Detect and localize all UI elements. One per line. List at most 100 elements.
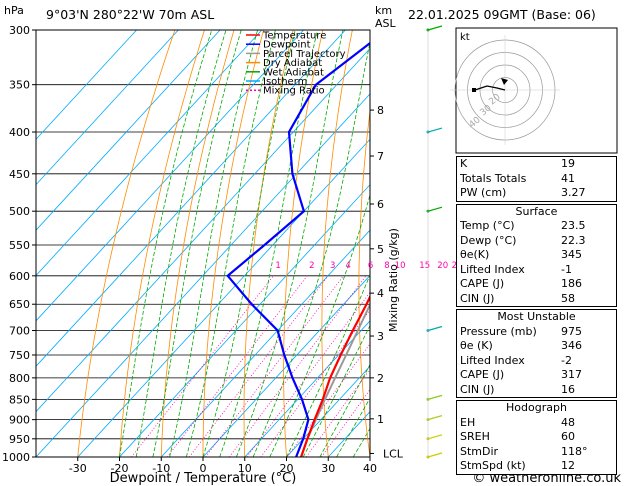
temperature-tick-label: 40 <box>363 462 377 475</box>
mu-row: Lifted Index -2 <box>457 354 616 369</box>
wet-adiabat-line <box>286 273 370 457</box>
index-value: -1 <box>561 262 572 276</box>
mixing-ratio-line <box>260 309 370 457</box>
isotherm-line <box>36 30 263 277</box>
mixing-ratio-label: 15 <box>419 261 430 271</box>
wet-adiabat-line <box>319 363 370 457</box>
index-label: PW (cm) <box>460 186 507 199</box>
index-value: 118° <box>561 444 588 458</box>
km-tick-label: 8 <box>377 104 384 117</box>
km-tick-label: 3 <box>377 330 384 343</box>
km-tick-label: 4 <box>377 287 384 300</box>
index-value: 60 <box>561 430 575 443</box>
wet-adiabat-line <box>302 324 370 457</box>
index-value: 975 <box>561 324 582 338</box>
index-value: 19 <box>561 157 575 170</box>
surface-row: CIN (J) 58 <box>457 292 616 307</box>
surface-row: Lifted Index -1 <box>457 263 616 278</box>
index-value: 345 <box>561 248 582 261</box>
wet-adiabat-line <box>185 30 276 457</box>
wet-adiabat-line <box>119 30 213 457</box>
km-tick-label: LCL <box>383 447 404 460</box>
hodo-row: SREH 60 <box>457 430 616 445</box>
mixing-ratio-label: 6 <box>368 261 373 271</box>
mu-row: CAPE (J) 317 <box>457 368 616 383</box>
temperature-tick-label: -30 <box>69 462 87 475</box>
pressure-tick-label: 750 <box>9 349 30 362</box>
index-label: CAPE (J) <box>460 368 505 381</box>
index-label: θe (K) <box>460 339 493 352</box>
mixing-ratio-line <box>229 275 367 457</box>
mixing-ratio-axis-label: Mixing Ratio (g/kg) <box>387 228 400 332</box>
surface-row: CAPE (J) 186 <box>457 277 616 292</box>
index-label: θe(K) <box>460 248 490 261</box>
mixing-ratio-line <box>205 275 344 457</box>
wet-adiabat-line <box>336 397 370 457</box>
pressure-tick-label: 400 <box>9 126 30 139</box>
legend-label: Parcel Trajectory <box>263 49 346 60</box>
isotherm-line <box>244 320 370 457</box>
index-label: CIN (J) <box>460 382 495 396</box>
pressure-tick-label: 900 <box>9 414 30 427</box>
surface-row: Temp (°C) 23.5 <box>457 219 616 234</box>
parcel-trajectory-line <box>300 302 370 457</box>
index-value: 48 <box>561 415 575 429</box>
hodograph-params-section: Hodograph EH 48 SREH 60 StmDir 118° StmSpd … <box>456 400 617 475</box>
hodograph-trace <box>474 85 506 91</box>
index-value: 12 <box>561 459 575 472</box>
temperature-tick-label: 30 <box>321 462 335 475</box>
index-label: SREH <box>460 430 490 443</box>
dry-adiabat-line <box>619 30 629 457</box>
km-label: km <box>375 4 392 17</box>
surface-row: Dewp (°C) 22.3 <box>457 234 616 249</box>
wet-adiabat-line <box>252 40 370 457</box>
index-value: -2 <box>561 353 572 367</box>
index-label: EH <box>460 415 476 429</box>
wet-adiabat-line <box>135 30 227 457</box>
pressure-tick-label: 450 <box>9 168 30 181</box>
isotherm-line <box>160 229 370 457</box>
index-label: CIN (J) <box>460 291 495 305</box>
pressure-tick-label: 850 <box>9 393 30 406</box>
dry-adiabat-line <box>243 30 294 457</box>
mixing-ratio-label: 20 <box>437 261 448 271</box>
isotherm-line <box>202 274 370 457</box>
location-title: 9°03'N 280°22'W 70m ASL <box>46 7 214 22</box>
km-tick-label: 7 <box>377 150 384 163</box>
index-value: 317 <box>561 368 582 381</box>
index-label: CAPE (J) <box>460 277 505 290</box>
dry-adiabat-line <box>202 30 264 457</box>
wind-barb <box>427 415 443 421</box>
pressure-tick-label: 350 <box>9 79 30 92</box>
dewpoint-line <box>226 41 370 457</box>
mu-row: θe (K) 346 <box>457 339 616 354</box>
index-label: Totals Totals <box>460 171 527 185</box>
temperature-tick-label: 20 <box>280 462 294 475</box>
mixing-ratio-line <box>188 275 329 457</box>
storm-motion-marker <box>501 78 508 85</box>
isotherm-line <box>36 93 370 457</box>
index-value: 41 <box>561 171 575 185</box>
index-value: 58 <box>561 291 575 305</box>
index-row-pw: PW (cm) 3.27 <box>457 186 616 201</box>
dry-adiabat-line <box>160 30 235 457</box>
mixing-ratio-label: 10 <box>395 261 406 271</box>
dry-adiabat-line <box>283 30 324 457</box>
dry-adiabat-line <box>77 30 176 457</box>
isotherm-line <box>36 30 221 231</box>
temperature-tick-label: 10 <box>238 462 252 475</box>
wet-adiabat-line <box>152 30 242 457</box>
legend-label: Dry Adiabat <box>263 58 322 69</box>
pressure-tick-label: 800 <box>9 372 30 385</box>
footer-copyright: © weatheronline.co.uk <box>472 471 621 486</box>
mixing-ratio-label: 3 <box>330 261 335 271</box>
dry-adiabat-line <box>358 107 370 457</box>
datetime-title: 22.01.2025 09GMT (Base: 06) <box>408 7 596 22</box>
surface-section: Surface Temp (°C) 23.5 Dewp (°C) 22.3 θe(K… <box>456 203 617 307</box>
mixing-ratio-label: 8 <box>384 261 389 271</box>
hodograph-frame <box>455 27 618 154</box>
mixing-ratio-label: 4 <box>345 261 350 271</box>
index-label: K <box>460 157 468 170</box>
